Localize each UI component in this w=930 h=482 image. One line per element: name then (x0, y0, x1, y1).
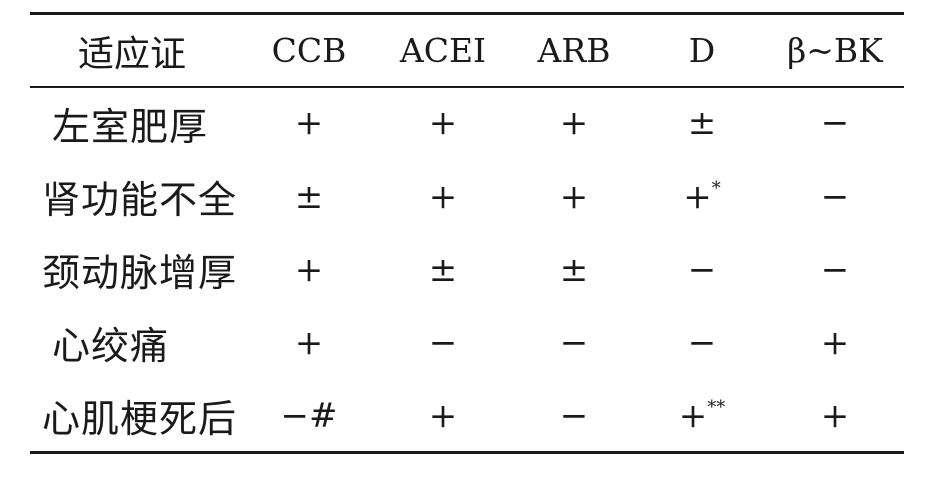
table-row: 颈动脉增厚 + ± ± − − (30, 233, 904, 306)
table-cell: + (820, 395, 850, 436)
indication-table: 适应证 CCB ACEI ARB D β~BK 左室肥厚 + + + ± − 肾… (30, 15, 904, 452)
table-cell: − (820, 103, 850, 143)
table-cell: − (428, 322, 458, 363)
header-ccb: CCB (271, 31, 347, 70)
table-cell: + (294, 249, 324, 290)
bottom-rule (30, 451, 904, 454)
row-label: 心肌梗死后 (42, 397, 238, 441)
row-label: 颈动脉增厚 (42, 251, 238, 295)
table-cell: −# (280, 395, 338, 436)
header-indication: 适应证 (78, 33, 187, 75)
table-cell: − (820, 249, 850, 290)
header-arb: ARB (537, 31, 611, 70)
table-row: 肾功能不全 ± + + +* − (30, 160, 904, 233)
table-row: 心肌梗死后 −# + − +** + (30, 379, 904, 452)
table-cell: − (559, 395, 589, 436)
footnote-marker: ** (707, 396, 726, 418)
table-cell: + (294, 322, 324, 363)
table-cell: − (687, 322, 717, 363)
table-cell: + (428, 176, 458, 217)
header-d: D (688, 31, 716, 70)
header-acei: ACEI (399, 31, 487, 70)
table-cell: + (428, 395, 458, 436)
table-cell: + (559, 103, 589, 143)
table-row: 心绞痛 + − − − + (30, 306, 904, 379)
table-cell: ± (294, 176, 324, 217)
table-cell: + (559, 176, 589, 217)
top-rule (30, 12, 904, 15)
table-cell: + (294, 103, 324, 143)
table-cell: − (820, 176, 850, 217)
row-label: 左室肥厚 (52, 104, 209, 149)
table-cell: + (820, 322, 850, 363)
header-beta-bk: β~BK (787, 31, 883, 70)
table-cell: +* (683, 176, 721, 217)
row-label: 心绞痛 (52, 324, 170, 368)
table-cell: ± (687, 103, 717, 143)
table-cell: − (559, 322, 589, 363)
header-rule (30, 86, 904, 88)
footnote-marker: * (711, 177, 721, 199)
table-row: 左室肥厚 + + + ± − (30, 86, 904, 160)
table-cell: ± (559, 249, 589, 290)
header-row: 适应证 CCB ACEI ARB D β~BK (30, 15, 904, 86)
table-cell: + (428, 103, 458, 143)
table-cell: +** (678, 395, 726, 436)
table-cell: ± (428, 249, 458, 290)
row-label: 肾功能不全 (42, 178, 238, 222)
table-cell: − (687, 249, 717, 290)
